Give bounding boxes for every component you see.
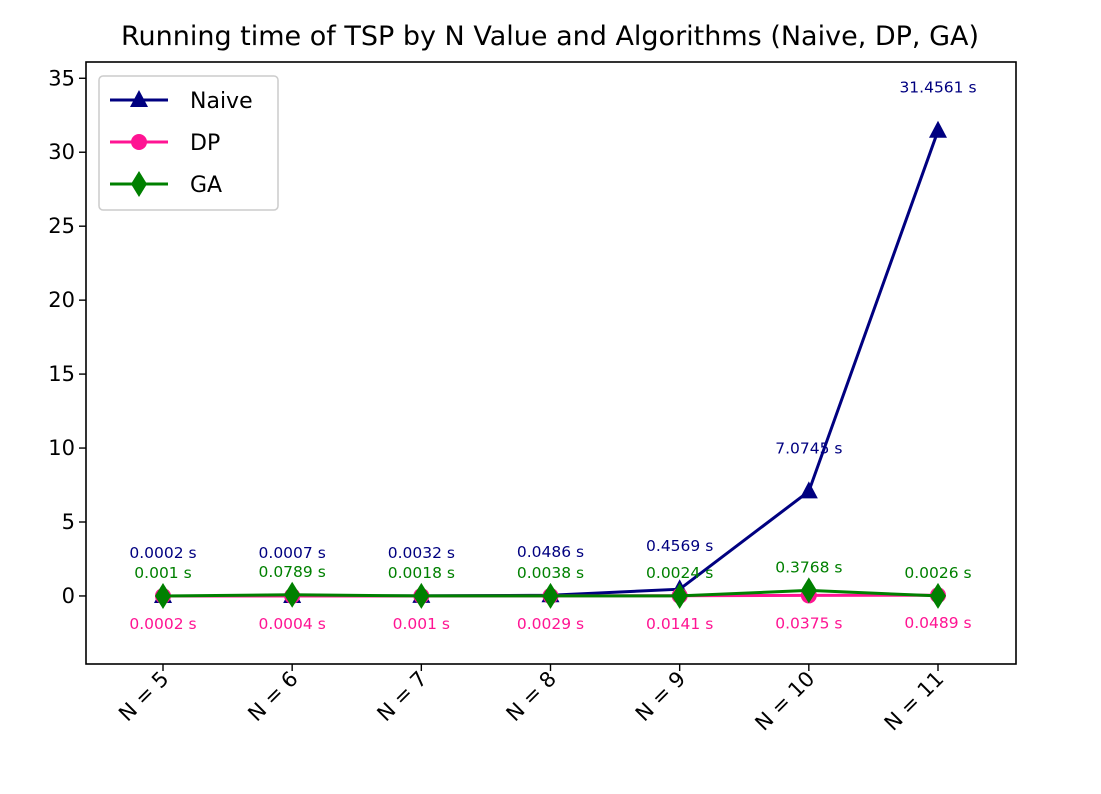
data-label: 0.0789 s bbox=[259, 563, 326, 581]
data-label: 0.0029 s bbox=[517, 615, 584, 633]
data-label: 0.0489 s bbox=[904, 614, 971, 632]
data-label: 0.0002 s bbox=[129, 544, 196, 562]
triangle-marker bbox=[799, 481, 818, 499]
y-tick-label: 0 bbox=[62, 584, 75, 608]
y-tick-label: 5 bbox=[62, 510, 75, 534]
y-tick-label: 20 bbox=[48, 288, 75, 312]
data-label: 0.0004 s bbox=[259, 615, 326, 633]
legend-label: Naive bbox=[190, 89, 253, 114]
diamond-marker bbox=[413, 582, 430, 609]
diamond-marker bbox=[131, 171, 147, 197]
data-label: 0.0024 s bbox=[646, 564, 713, 582]
diamond-marker bbox=[800, 577, 817, 604]
chart-title: Running time of TSP by N Value and Algor… bbox=[121, 21, 979, 52]
data-label: 0.001 s bbox=[134, 564, 191, 582]
x-tick-label: N = 10 bbox=[751, 667, 820, 736]
data-label: 0.0032 s bbox=[388, 544, 455, 562]
y-tick-label: 10 bbox=[48, 436, 75, 460]
x-tick-label: N = 9 bbox=[631, 667, 690, 726]
y-tick-label: 35 bbox=[48, 66, 75, 90]
triangle-marker bbox=[130, 90, 148, 107]
data-label: 0.0141 s bbox=[646, 615, 713, 633]
diamond-marker bbox=[542, 582, 559, 609]
data-label: 0.001 s bbox=[393, 615, 450, 633]
x-tick-label: N = 11 bbox=[880, 667, 949, 736]
data-label: 0.0026 s bbox=[904, 564, 971, 582]
legend-entry-ga: GA bbox=[110, 171, 222, 198]
data-label: 0.0486 s bbox=[517, 543, 584, 561]
data-label: 0.3768 s bbox=[775, 558, 842, 576]
data-label: 7.0745 s bbox=[775, 439, 842, 457]
legend-label: DP bbox=[190, 131, 220, 156]
diamond-marker bbox=[671, 582, 688, 609]
data-labels: 0.0002 s 0.0007 s 0.0032 s 0.0486 s 0.4569 s… bbox=[129, 79, 976, 633]
series-line bbox=[162, 130, 940, 598]
y-tick-label: 25 bbox=[48, 214, 75, 238]
legend-entry-naive: Naive bbox=[110, 89, 253, 114]
series-layer bbox=[154, 120, 947, 609]
data-label: 0.4569 s bbox=[646, 537, 713, 555]
legend-entry-dp: DP bbox=[110, 131, 220, 156]
legend-box bbox=[98, 75, 279, 211]
data-label: 31.4561 s bbox=[899, 79, 976, 97]
legend-label: GA bbox=[190, 173, 222, 198]
y-tick-label: 30 bbox=[48, 140, 75, 164]
x-tick-label: N = 6 bbox=[243, 667, 302, 726]
x-tick-label: N = 8 bbox=[502, 667, 561, 726]
data-label: 0.0018 s bbox=[388, 564, 455, 582]
diamond-marker bbox=[930, 582, 946, 609]
circle-marker bbox=[131, 134, 147, 150]
diamond-marker bbox=[284, 581, 301, 608]
data-label: 0.0375 s bbox=[775, 614, 842, 632]
diamond-marker bbox=[155, 582, 171, 609]
series-ga bbox=[155, 577, 946, 609]
data-label: 0.0002 s bbox=[129, 615, 196, 633]
x-tick-label: N = 7 bbox=[372, 667, 431, 726]
triangle-marker bbox=[929, 120, 947, 138]
legend: Naive DP GA bbox=[98, 75, 279, 211]
data-label: 0.0007 s bbox=[259, 544, 326, 562]
data-label: 0.0038 s bbox=[517, 564, 584, 582]
y-tick-label: 15 bbox=[48, 362, 75, 386]
x-tick-label: N = 5 bbox=[114, 667, 173, 726]
